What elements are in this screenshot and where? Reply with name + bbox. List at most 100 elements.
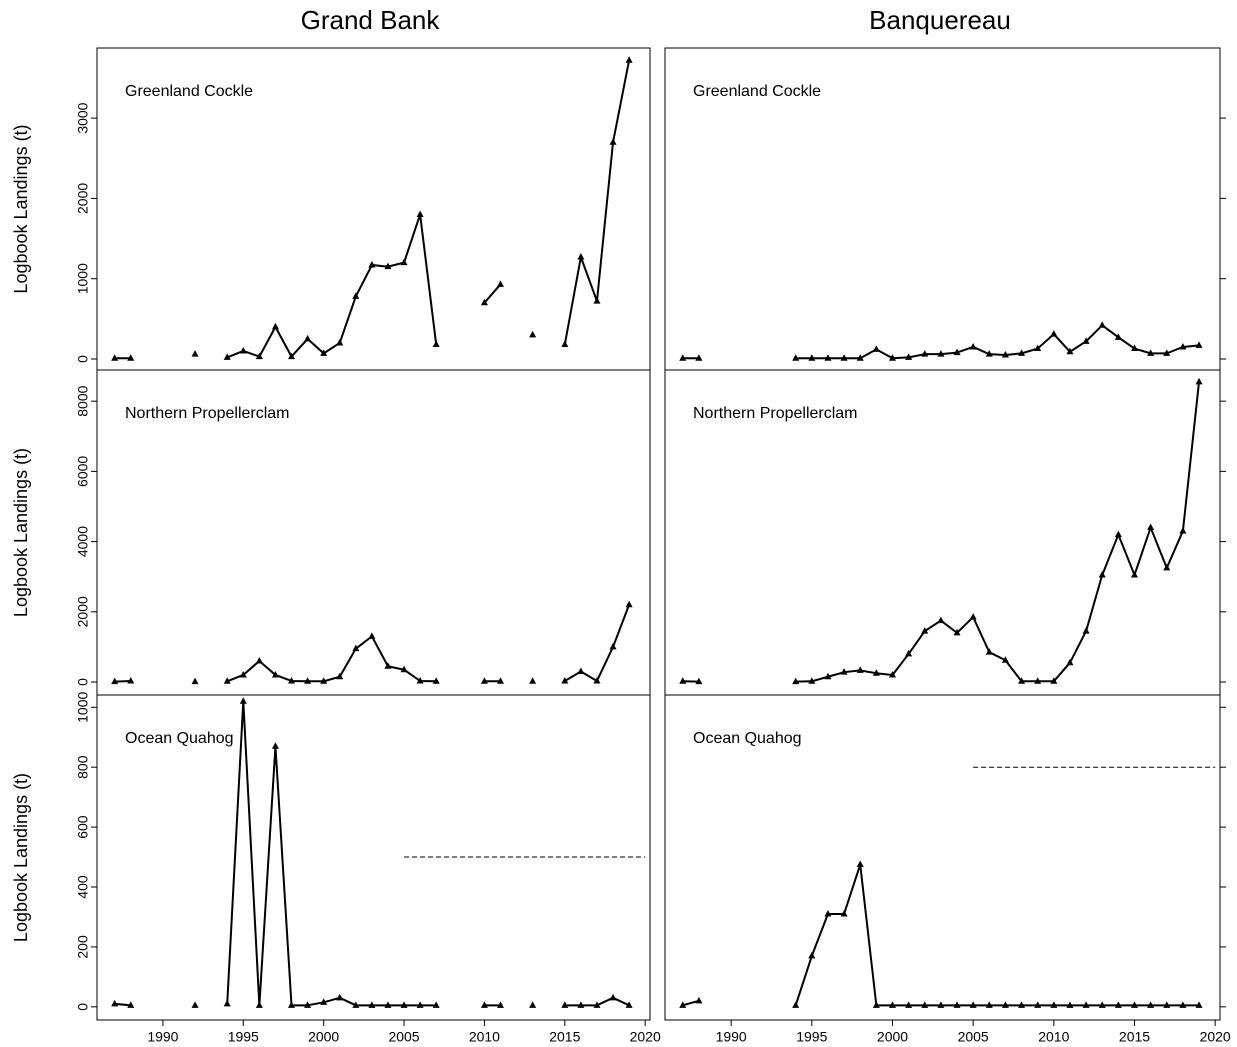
x-tick-label: 2020 [1200,1029,1231,1045]
data-point [480,677,488,684]
series-line [114,604,631,683]
data-point [304,1001,312,1008]
data-point [577,1001,585,1008]
data-point [856,354,864,361]
data-point [824,354,832,361]
data-point [271,322,279,330]
data-point [1066,347,1074,355]
data-point [255,656,263,664]
y-tick-label: 2000 [75,596,91,627]
data-point [191,677,199,685]
data-point [1082,337,1090,344]
y-tick-label: 0 [75,1003,91,1011]
series-line [114,60,631,360]
data-point [496,1001,504,1008]
data-point [1001,350,1009,358]
data-point [824,672,832,680]
y-tick-label: 0 [75,355,91,363]
data-point [808,677,816,684]
data-point [529,677,537,684]
data-point [288,676,296,684]
data-point [1114,530,1122,538]
data-point [304,334,312,342]
data-point [679,1001,687,1008]
data-point [223,677,231,684]
data-point [1001,656,1009,663]
x-tick-label: 2015 [549,1029,580,1045]
data-point [695,677,703,685]
data-point [111,999,119,1007]
data-point [1195,341,1203,348]
x-tick-label: 1990 [716,1029,747,1045]
data-point [127,354,135,361]
data-point [400,1001,408,1008]
data-point [1098,1001,1106,1008]
data-point [529,1001,537,1008]
panel-frame [96,694,651,1021]
data-point [872,345,880,352]
data-point [1130,344,1138,352]
data-point [985,1001,993,1008]
y-tick-label: 800 [75,755,91,779]
data-point [1179,1001,1187,1008]
data-point [239,670,247,678]
data-point [888,670,896,678]
data-point [625,600,633,608]
data-point [561,1001,569,1008]
panel-frame [664,694,1221,1021]
data-point [223,999,231,1007]
y-tick-label: 3000 [75,102,91,133]
data-point [1163,1001,1171,1008]
data-point [921,350,929,357]
x-tick-label: 1995 [228,1029,259,1045]
data-point [288,352,296,360]
y-tick-label: 0 [75,678,91,686]
data-point [1034,677,1042,684]
data-point [239,346,247,354]
x-tick-label: 2000 [308,1029,339,1045]
data-point [609,993,617,1001]
column-title: Banquereau [869,5,1011,35]
y-tick-label: 2000 [75,183,91,214]
data-point [1195,1001,1203,1008]
data-point [824,909,832,917]
data-point [368,1001,376,1008]
data-point [432,1001,440,1008]
data-point [271,670,279,678]
data-point [625,56,633,63]
x-tick-label: 2015 [1119,1029,1150,1045]
data-point [921,627,929,634]
y-tick-label: 8000 [75,385,91,416]
data-point [872,669,880,676]
data-point [384,262,392,270]
x-tick-label: 2000 [877,1029,908,1045]
data-point [561,340,569,348]
x-tick-label: 2005 [958,1029,989,1045]
data-point [255,352,263,360]
data-point [1147,1001,1155,1008]
data-point [593,1001,601,1008]
data-point [856,666,864,673]
data-point [1050,330,1058,337]
data-point [384,662,392,669]
x-tick-label: 2005 [388,1029,419,1045]
data-point [985,648,993,655]
data-point [1147,349,1155,356]
data-point [856,860,864,868]
series-line [682,863,1200,1007]
panel-label: Ocean Quahog [693,730,802,747]
data-point [352,644,360,652]
y-tick-label: 200 [75,935,91,959]
data-point [1034,344,1042,352]
data-point [1082,627,1090,634]
data-point [336,338,344,346]
series-line [682,381,1201,683]
data-point [921,1001,929,1008]
x-tick-label: 2010 [1038,1029,1069,1045]
x-tick-label: 1995 [796,1029,827,1045]
series-line [114,700,630,1007]
data-point [223,353,231,360]
data-point [1018,349,1026,356]
data-point [840,354,848,361]
